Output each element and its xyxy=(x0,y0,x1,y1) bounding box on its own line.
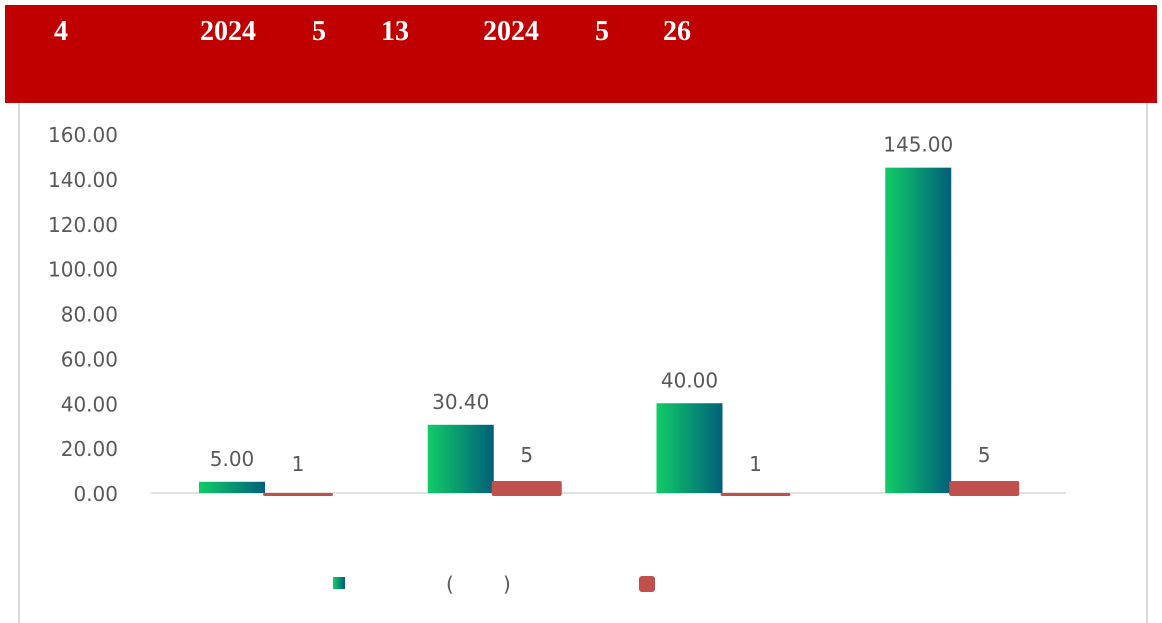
y-tick-label: 20.00 xyxy=(61,437,118,461)
legend-close-paren: ) xyxy=(503,572,511,596)
y-tick-label: 80.00 xyxy=(61,303,118,327)
legend-open-paren: ( xyxy=(446,572,454,596)
data-label-series-1: 5.00 xyxy=(210,447,255,471)
header-token-7: 26 xyxy=(663,16,691,47)
data-label-series-2: 5 xyxy=(520,443,533,467)
y-tick-label: 40.00 xyxy=(61,392,118,416)
legend-symbol-series-2 xyxy=(639,576,655,592)
bar-series-1 xyxy=(427,424,494,493)
bar-series-2 xyxy=(720,493,791,496)
y-tick-label: 100.00 xyxy=(48,258,118,282)
data-label-series-1: 145.00 xyxy=(883,133,953,157)
header-token-3: 5 xyxy=(312,16,326,47)
header-token-1: 4 xyxy=(54,16,68,47)
legend-symbol-series-1 xyxy=(333,577,345,589)
bar-series-2 xyxy=(263,493,333,496)
header-banner: 4 2024 5 13 2024 5 26 xyxy=(5,5,1157,103)
bar-series-1 xyxy=(885,167,952,493)
bar-series-1 xyxy=(656,403,723,493)
header-token-4: 13 xyxy=(381,16,409,47)
bar-series-2 xyxy=(491,481,562,496)
data-label-series-1: 30.40 xyxy=(432,390,489,414)
data-label-series-2: 1 xyxy=(292,452,305,476)
header-token-5: 2024 xyxy=(483,16,539,47)
chart-frame xyxy=(18,103,1148,623)
y-tick-label: 0.00 xyxy=(73,482,118,506)
header-token-6: 5 xyxy=(595,16,609,47)
y-tick-label: 140.00 xyxy=(48,168,118,192)
header-token-2: 2024 xyxy=(200,16,256,47)
bar-series-1 xyxy=(199,481,265,493)
data-label-series-1: 40.00 xyxy=(661,368,718,392)
y-tick-label: 60.00 xyxy=(61,347,118,371)
y-tick-label: 160.00 xyxy=(48,123,118,147)
data-label-series-2: 1 xyxy=(749,452,762,476)
bar-series-2 xyxy=(949,481,1020,496)
data-label-series-2: 5 xyxy=(978,443,991,467)
bar-chart: 0.0020.0040.0060.0080.00100.00120.00140.… xyxy=(48,123,1066,506)
y-tick-label: 120.00 xyxy=(48,213,118,237)
